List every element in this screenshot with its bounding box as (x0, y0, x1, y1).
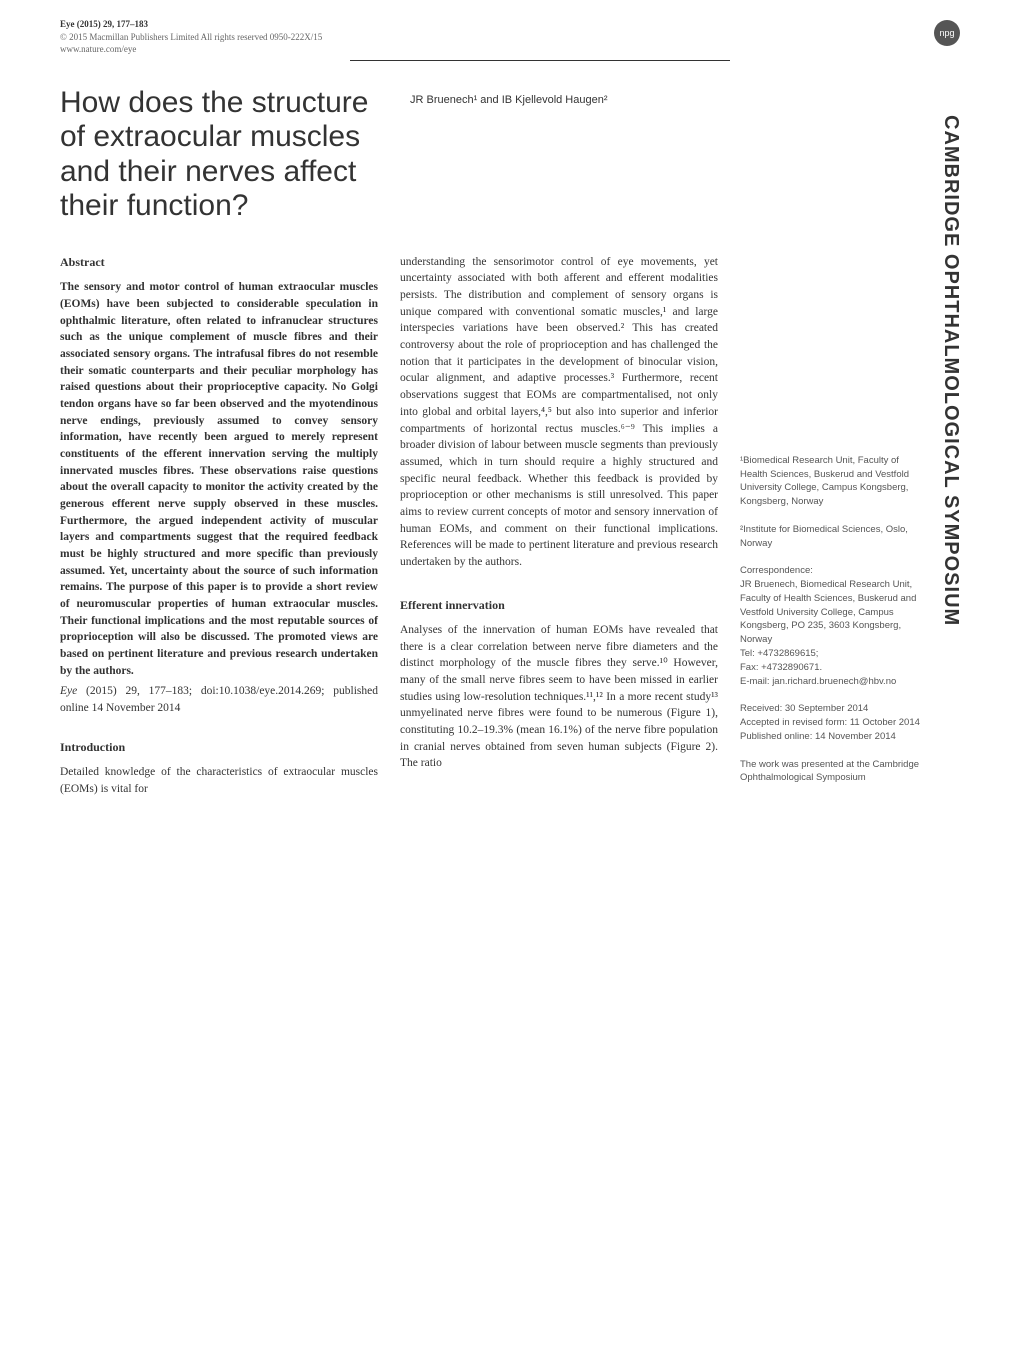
section-label-vertical: CAMBRIDGE OPHTHALMOLOGICAL SYMPOSIUM (939, 115, 962, 626)
title-area: How does the structure of extraocular mu… (0, 61, 1020, 234)
column-left: Abstract The sensory and motor control o… (60, 254, 378, 802)
efferent-heading: Efferent innervation (400, 597, 718, 614)
citation-details: (2015) 29, 177–183; doi:10.1038/eye.2014… (60, 685, 378, 714)
journal-url: www.nature.com/eye (60, 43, 960, 56)
journal-header: Eye (2015) 29, 177–183 © 2015 Macmillan … (0, 0, 1020, 56)
abstract-text: The sensory and motor control of human e… (60, 279, 378, 679)
column-sidebar: ¹Biomedical Research Unit, Faculty of He… (740, 254, 925, 802)
introduction-heading: Introduction (60, 739, 378, 756)
content-area: Abstract The sensory and motor control o… (0, 234, 1020, 822)
correspondence-block: Correspondence: JR Bruenech, Biomedical … (740, 564, 925, 688)
article-title: How does the structure of extraocular mu… (60, 86, 370, 224)
abstract-citation: Eye (2015) 29, 177–183; doi:10.1038/eye.… (60, 683, 378, 716)
journal-citation: Eye (2015) 29, 177–183 (60, 18, 960, 31)
copyright-line: © 2015 Macmillan Publishers Limited All … (60, 31, 960, 44)
intro-continuation: understanding the sensorimotor control o… (400, 254, 718, 571)
presentation-note: The work was presented at the Cambridge … (740, 758, 925, 786)
dates-block: Received: 30 September 2014 Accepted in … (740, 702, 925, 743)
title-block: How does the structure of extraocular mu… (60, 86, 370, 224)
affiliation-2: ²Institute for Biomedical Sciences, Oslo… (740, 523, 925, 551)
efferent-text: Analyses of the innervation of human EOM… (400, 622, 718, 772)
npg-logo-badge: npg (934, 20, 960, 46)
citation-journal: Eye (60, 685, 77, 697)
column-middle: understanding the sensorimotor control o… (400, 254, 718, 802)
affiliation-1: ¹Biomedical Research Unit, Faculty of He… (740, 454, 925, 509)
introduction-text: Detailed knowledge of the characteristic… (60, 764, 378, 797)
author-list: JR Bruenech¹ and IB Kjellevold Haugen² (410, 86, 608, 224)
abstract-heading: Abstract (60, 254, 378, 271)
